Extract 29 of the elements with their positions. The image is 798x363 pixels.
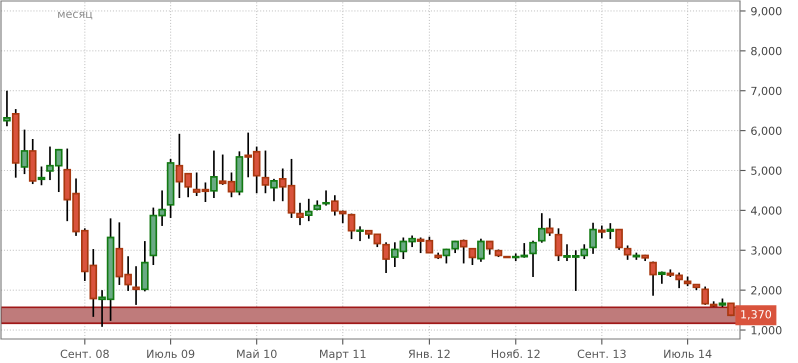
candlestick	[38, 166, 46, 186]
candlestick	[210, 150, 218, 199]
x-tick-label: Март 11	[320, 350, 366, 360]
candlestick	[3, 90, 11, 128]
y-tick-label: 4,000	[750, 206, 782, 216]
y-tick-label: 5,000	[751, 166, 782, 176]
y-tick-label: 8,000	[751, 46, 782, 56]
x-tick-label: Янв. 12	[408, 350, 450, 358]
x-tick-label: Сент. 13	[578, 350, 626, 358]
candlestick	[20, 128, 28, 175]
y-tick-label: 2,000	[751, 286, 782, 296]
x-tick-label: Нояб. 12	[492, 349, 540, 358]
y-tick-label: 7,000	[751, 86, 782, 96]
candlestick	[262, 150, 270, 194]
candlestick	[589, 222, 597, 255]
x-tick-label: Июль 14	[664, 350, 712, 358]
x-tick-label: Май 10	[237, 349, 277, 358]
candlestick	[132, 265, 140, 306]
y-tick-label: 3,000	[751, 246, 782, 256]
annotation: 1,370	[741, 310, 772, 320]
candlestick	[554, 227, 562, 262]
text: месяц	[58, 12, 92, 20]
y-tick-label: 1,000	[752, 326, 782, 336]
x-tick-label: Сент. 08	[60, 350, 109, 358]
x-tick-label: Июль 09	[147, 350, 194, 358]
candlestick	[718, 298, 726, 308]
y-tick-label: 9,000	[751, 6, 782, 16]
candlestick	[529, 240, 537, 278]
y-tick-label: 6,000	[751, 126, 782, 136]
